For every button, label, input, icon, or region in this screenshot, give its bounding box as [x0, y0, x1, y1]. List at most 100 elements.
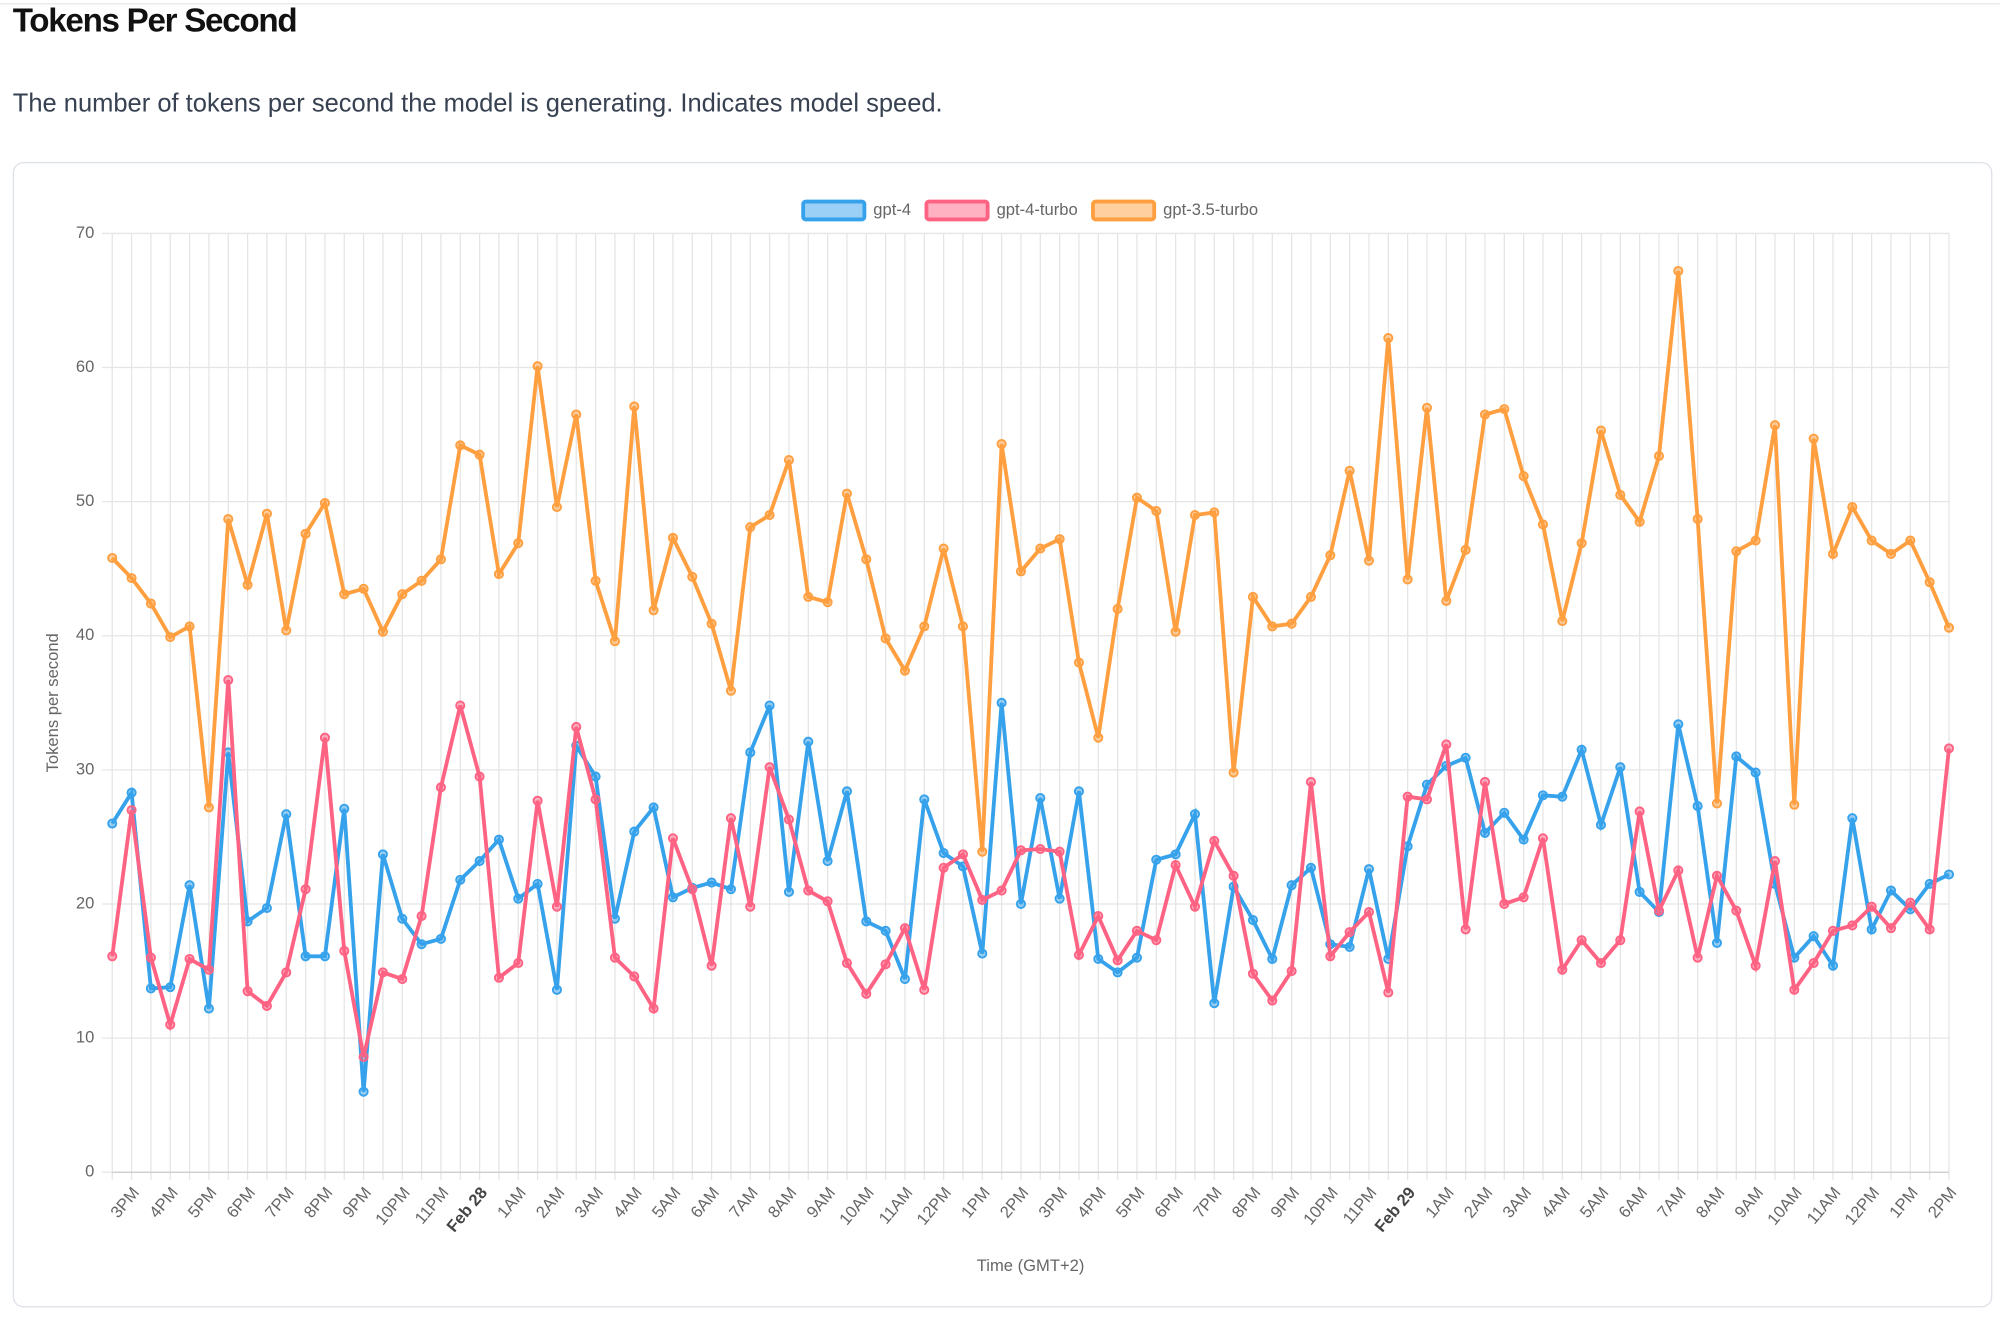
- data-point: [880, 959, 891, 970]
- data-point: [165, 982, 176, 993]
- chart-card: [12, 162, 1993, 1308]
- data-point: [1518, 834, 1529, 845]
- data-point: [1576, 538, 1587, 549]
- data-point: [1905, 897, 1916, 908]
- legend-label: gpt-4: [873, 200, 911, 219]
- data-point: [107, 951, 118, 962]
- data-point: [1692, 801, 1703, 812]
- data-point: [1924, 924, 1935, 935]
- data-point: [977, 948, 988, 959]
- data-point: [1131, 925, 1142, 936]
- data-point: [1885, 548, 1897, 560]
- data-point: [416, 575, 427, 586]
- data-point: [474, 771, 485, 782]
- data-point: [1073, 786, 1084, 797]
- data-point: [1441, 739, 1452, 750]
- legend-label: gpt-3.5-turbo: [1163, 200, 1258, 219]
- data-point: [1866, 924, 1877, 935]
- data-point: [126, 573, 137, 584]
- data-point: [1383, 333, 1394, 344]
- data-point: [1653, 905, 1665, 916]
- data-point: [1634, 806, 1645, 817]
- data-point: [1151, 854, 1162, 865]
- data-point: [667, 532, 678, 543]
- data-point: [300, 951, 311, 962]
- data-point: [1615, 935, 1626, 946]
- data-point: [1363, 555, 1374, 566]
- data-point: [1711, 937, 1723, 948]
- data-point: [861, 988, 872, 999]
- data-point: [1402, 574, 1413, 585]
- data-point: [532, 361, 543, 372]
- data-point: [1866, 901, 1877, 912]
- legend-swatch: [801, 199, 867, 222]
- data-point: [1189, 901, 1200, 912]
- data-point: [590, 771, 601, 782]
- data-point: [1363, 864, 1374, 875]
- data-point: [880, 633, 891, 644]
- data-point: [1808, 931, 1819, 942]
- data-point: [145, 598, 156, 609]
- data-point: [822, 597, 833, 608]
- data-point: [1247, 591, 1258, 602]
- data-point: [319, 732, 330, 743]
- legend-swatch: [924, 199, 990, 222]
- data-point: [977, 894, 988, 906]
- data-point: [1267, 621, 1278, 632]
- data-point: [1847, 813, 1858, 824]
- data-point: [1421, 794, 1432, 805]
- data-point: [377, 967, 388, 978]
- data-point: [1344, 927, 1355, 938]
- data-point: [513, 538, 524, 549]
- data-point: [551, 501, 562, 513]
- data-point: [899, 923, 910, 934]
- data-point: [165, 1019, 176, 1030]
- data-point: [1905, 535, 1916, 546]
- data-point: [1209, 835, 1220, 846]
- y-tick-label: 30: [76, 759, 94, 778]
- data-point: [455, 874, 466, 885]
- data-point: [261, 1000, 272, 1011]
- data-point: [1015, 845, 1026, 856]
- data-point: [1943, 622, 1955, 633]
- data-point: [1344, 941, 1355, 952]
- page-subtitle: The number of tokens per second the mode…: [13, 89, 943, 117]
- data-point: [1267, 953, 1278, 965]
- data-point: [571, 409, 582, 420]
- data-point: [629, 971, 640, 982]
- data-point: [590, 575, 601, 586]
- data-point: [1035, 793, 1046, 804]
- data-point: [261, 902, 272, 914]
- data-point: [1924, 577, 1935, 588]
- data-point: [1286, 880, 1297, 891]
- data-point: [493, 972, 504, 983]
- data-point: [1673, 719, 1684, 730]
- data-point: [1189, 809, 1200, 820]
- data-point: [1499, 404, 1510, 415]
- data-point: [435, 933, 446, 944]
- data-point: [1093, 911, 1104, 922]
- data-point: [919, 621, 930, 632]
- data-point: [899, 974, 910, 985]
- y-tick-label: 70: [76, 223, 94, 242]
- data-point: [145, 983, 156, 994]
- data-point: [416, 911, 427, 922]
- data-point: [725, 813, 736, 824]
- data-point: [1383, 987, 1394, 998]
- data-point: [977, 846, 988, 857]
- data-point: [1537, 833, 1549, 844]
- data-point: [1750, 535, 1761, 546]
- data-point: [706, 960, 717, 971]
- data-point: [957, 621, 968, 632]
- data-point: [1847, 501, 1858, 513]
- data-point: [281, 967, 292, 978]
- data-point: [745, 522, 756, 533]
- data-point: [1731, 751, 1742, 762]
- data-point: [1595, 819, 1607, 830]
- data-point: [1189, 510, 1200, 521]
- data-point: [706, 618, 717, 629]
- data-point: [764, 700, 775, 711]
- data-point: [107, 818, 118, 829]
- data-point: [377, 849, 388, 860]
- data-point: [667, 833, 678, 844]
